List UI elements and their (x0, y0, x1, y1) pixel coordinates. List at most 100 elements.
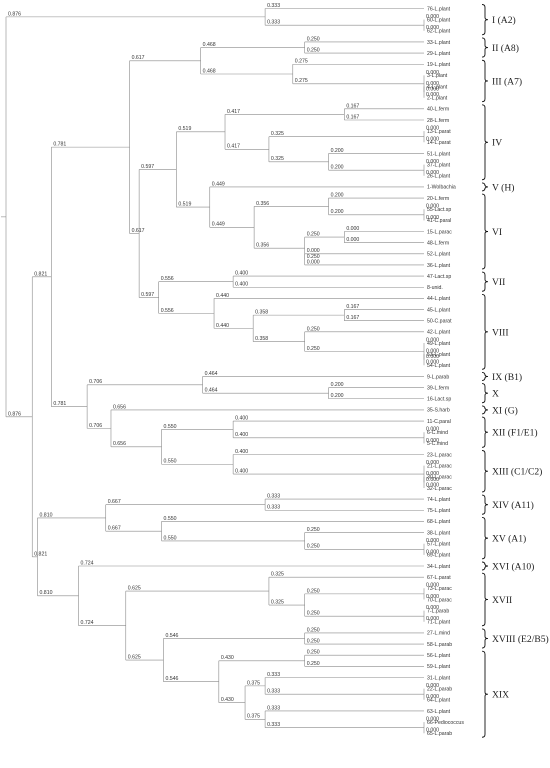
leaf-label: 47-Lact.sp (427, 274, 451, 280)
leaf-label: 7-L.parab (427, 608, 449, 614)
leaf-label: 19-L.plant (427, 62, 451, 68)
branch-label: 0.597 (141, 164, 154, 170)
branch-label: 0.167 (346, 304, 359, 310)
leaf-label: 36-L.plant (427, 263, 451, 269)
cluster-brace (481, 516, 489, 560)
branch-label: 0.375 (247, 680, 260, 686)
branch-label: 0.000 (426, 438, 439, 444)
branch-label: 0.417 (227, 144, 240, 150)
leaf-label: 56-L.plant (427, 653, 451, 659)
branch-label: 0.550 (164, 516, 177, 522)
branch-label: 0.250 (307, 231, 320, 237)
branch-label: 0.706 (89, 423, 102, 429)
branch-label: 0.167 (346, 315, 359, 321)
cluster-brace (481, 405, 489, 415)
cluster-label: IV (492, 138, 502, 149)
branch-label: 0.519 (178, 202, 191, 208)
leaf-label: 35-S.harb (427, 408, 450, 414)
leaf-label: 68-L.plant (427, 519, 451, 525)
leaf-label: 11-C.paral (427, 419, 451, 425)
branch-label: 0.250 (307, 650, 320, 656)
branch-label: 0.556 (161, 308, 174, 314)
leaf-label: 33-L.plant (427, 40, 451, 46)
leaf-label: 34-L.plant (427, 564, 451, 570)
leaf-label: 40-L.ferm (427, 107, 449, 113)
branch-label: 0.667 (108, 499, 121, 505)
cluster-brace (481, 494, 489, 515)
branch-label: 0.000 (426, 170, 439, 176)
leaf-label: 3-L.plant (427, 73, 448, 79)
leaf-label: 55-Lact.sp (427, 207, 451, 213)
branch-label: 0.000 (426, 360, 439, 366)
cluster-brace (481, 4, 489, 36)
leaf-label: 48-L.ferm (427, 240, 449, 246)
branch-label: 0.275 (295, 78, 308, 84)
leaf-label: 57-L.plant (427, 542, 451, 548)
branch-label: 0.656 (113, 441, 126, 447)
branch-label: 0.000 (426, 717, 439, 723)
leaf-label: 39-L.ferm (427, 385, 449, 391)
cluster-label: III (A7) (492, 76, 522, 87)
cluster-label: I (A2) (492, 15, 516, 26)
branch-label: 0.519 (178, 126, 191, 132)
leaf-label: 13-L.parat (427, 129, 451, 135)
leaf-label: 66-Pediococcus (427, 720, 464, 726)
branch-label: 0.724 (81, 620, 94, 626)
branch-label: 0.000 (426, 215, 439, 221)
leaf-label: 63-L.plant (427, 709, 451, 715)
branch-label: 0.417 (227, 109, 240, 115)
cluster-brace (481, 628, 489, 649)
leaf-label: 37-L.plant (427, 162, 451, 168)
branch-label: 0.333 (267, 494, 280, 500)
branch-label: 0.810 (39, 590, 52, 596)
cluster-label: XI (G) (492, 405, 518, 416)
cluster-brace (481, 193, 489, 270)
branch-label: 0.167 (346, 114, 359, 120)
leaf-label: 5-C.mind (427, 441, 448, 447)
branch-label: 0.440 (216, 293, 229, 299)
cluster-label: XVIII (E2/B5) (492, 634, 549, 645)
cluster-label: XIX (492, 690, 509, 701)
branch-label: 0.325 (271, 572, 284, 578)
cluster-label: V (H) (492, 182, 514, 193)
leaf-label: 50-C.parat (427, 319, 452, 325)
branch-label: 0.333 (267, 672, 280, 678)
branch-label: 0.656 (113, 404, 126, 410)
branch-label: 0.556 (161, 276, 174, 282)
leaf-label: 4-L.plant (427, 84, 448, 90)
branch-label: 0.200 (331, 192, 344, 198)
leaf-label: 22-L.parab (427, 686, 452, 692)
leaf-label: 44-L.plant (427, 296, 451, 302)
branch-label: 0.400 (235, 449, 248, 455)
leaf-label: 64-L.plant (427, 698, 451, 704)
branch-label: 0.550 (164, 459, 177, 465)
leaf-label: 27-L.mind (427, 631, 450, 637)
branch-label: 0.200 (331, 393, 344, 399)
branch-label: 0.325 (271, 131, 284, 137)
branch-label: 0.250 (307, 627, 320, 633)
branch-label: 0.000 (426, 87, 439, 93)
branch-label: 0.000 (426, 159, 439, 165)
branch-label: 0.325 (271, 599, 284, 605)
branch-label: 0.000 (426, 126, 439, 132)
branch-label: 0.250 (307, 346, 320, 352)
leaf-label: 42-L.plant (427, 330, 451, 336)
cluster-brace (481, 572, 489, 627)
cluster-brace (481, 182, 489, 192)
leaf-label: 69-L.plant (427, 553, 451, 559)
leaf-label: 38-L.plant (427, 530, 451, 536)
cluster-label: XII (F1/E1) (492, 428, 538, 439)
branch-label: 0.358 (255, 310, 268, 316)
branch-label: 0.000 (426, 583, 439, 589)
cluster-label: XIII (C1/C2) (492, 467, 542, 478)
branch-label: 0.000 (426, 349, 439, 355)
branch-label: 0.000 (426, 70, 439, 76)
leaf-label: 1-Wolbachia (427, 185, 456, 191)
leaf-label: 2-L.plant (427, 96, 448, 102)
cluster-label: VII (492, 277, 505, 288)
cluster-label: XIV (A11) (492, 500, 534, 511)
cluster-brace (481, 383, 489, 404)
branch-label: 0.876 (8, 11, 21, 17)
branch-label: 0.625 (128, 654, 141, 660)
cluster-brace (481, 271, 489, 292)
